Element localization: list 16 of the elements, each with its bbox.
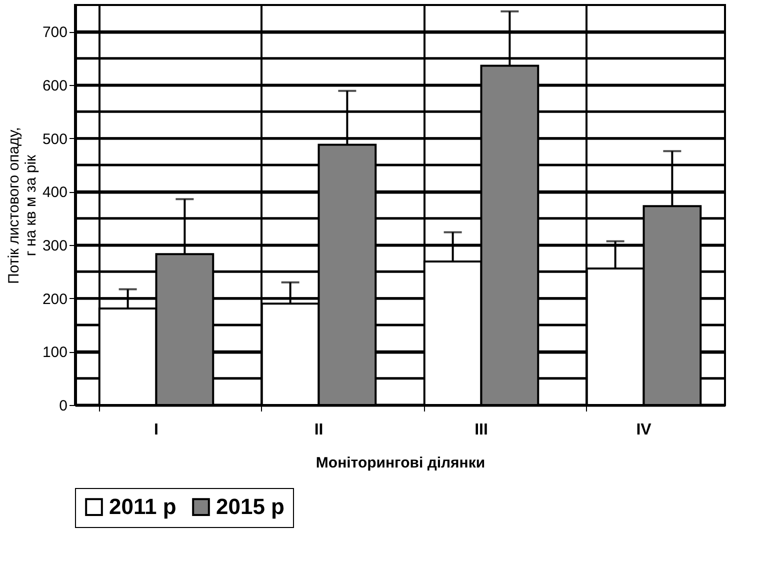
- x-axis-title: Моніторингові ділянки: [316, 454, 486, 472]
- x-tick-label: I: [154, 422, 158, 438]
- legend-label: 2015 р: [216, 494, 284, 520]
- y-tick-label: 100: [42, 344, 68, 362]
- y-tick-label: 200: [42, 290, 68, 308]
- x-tick-label: II: [314, 422, 324, 438]
- legend-label: 2011 р: [109, 494, 176, 520]
- y-tick-label: 600: [42, 78, 68, 94]
- y-tick-label: 0: [59, 398, 68, 414]
- y-tick-label: 400: [42, 184, 68, 202]
- x-tick-label: IV: [636, 422, 652, 438]
- y-tick-label: 500: [42, 130, 68, 148]
- y-tick-label: 700: [42, 24, 68, 42]
- y-axis-title: Потік листового опаду, г на кв м за рік: [5, 127, 40, 284]
- y-tick-label: 300: [42, 238, 68, 254]
- x-tick-label: III: [474, 422, 488, 438]
